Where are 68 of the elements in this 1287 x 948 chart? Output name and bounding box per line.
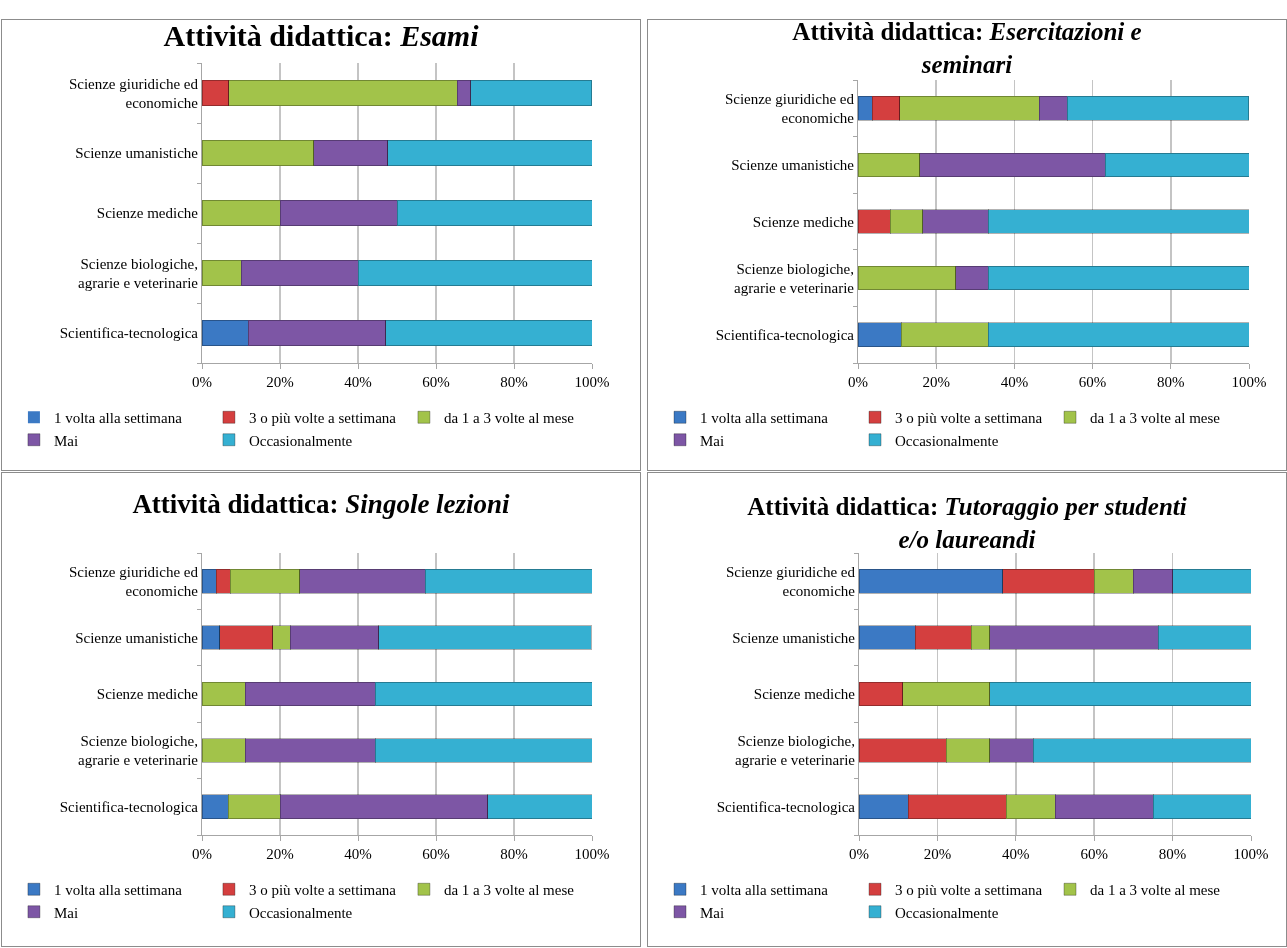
y-tick-label: Scienze biologiche, agrarie e veterinarie (735, 732, 856, 769)
x-tick-label: 0% (192, 374, 212, 390)
legend-label: 1 volta alla settimana (53, 410, 183, 427)
x-tick-label: 40% (1002, 846, 1030, 862)
legend-label: 3 o più volte a settimana (248, 882, 397, 899)
legend-label: Mai (700, 432, 725, 449)
y-tick-label: Scienze giuridiche ed economiche (68, 75, 199, 111)
legend-label: Mai (53, 904, 79, 921)
x-tick-label: 80% (500, 374, 528, 390)
legend-label: 3 o più volte a settimana (895, 882, 1043, 899)
x-tick-label: 40% (1000, 374, 1029, 390)
x-tick-label: 80% (1157, 374, 1185, 390)
y-tick-label: Scienze mediche (96, 686, 199, 703)
legend-label: Occasionalmente (895, 904, 999, 921)
y-tick-label: Scientifica-tecnologica (59, 325, 199, 342)
legend-label: 3 o più volte a settimana (895, 410, 1043, 427)
x-tick-label: 100% (1233, 846, 1269, 862)
x-tick-label: 100% (1231, 374, 1267, 390)
y-tick-label: Scienze mediche (752, 213, 855, 230)
x-tick-label: 80% (500, 846, 528, 862)
y-tick-label: Scientifica-tecnologica (59, 799, 199, 816)
legend-label: 1 volta alla settimana (700, 882, 829, 899)
y-tick-label: Scienze mediche (753, 686, 856, 703)
y-tick-label: Scienze giuridiche ed economiche (724, 90, 855, 127)
x-tick-label: 20% (923, 846, 952, 862)
x-tick-label: 60% (1080, 846, 1108, 862)
y-tick-label: Scientifica-tecnologica (716, 799, 856, 816)
legend-label: da 1 a 3 volte al mese (443, 410, 575, 427)
x-tick-label: 0% (848, 374, 868, 390)
y-tick-label: Scientifica-tecnologica (715, 326, 855, 343)
x-tick-label: 60% (1078, 374, 1107, 390)
y-tick-label: Scienze umanistiche (75, 629, 199, 646)
y-tick-label: Scienze umanistiche (731, 157, 855, 174)
legend-label: Occasionalmente (248, 432, 353, 449)
x-tick-label: 40% (344, 846, 372, 862)
y-tick-label: Scienze biologiche, agrarie e veterinarie (734, 260, 855, 297)
y-tick-label: Scienze mediche (96, 205, 199, 222)
chart-title: Attività didattica: Tutoraggio per studenti e/o laureandi (747, 493, 1187, 553)
y-tick-label: Scienze biologiche, agrarie e veterinarie (78, 732, 199, 769)
legend-label: Occasionalmente (895, 432, 999, 449)
y-tick-label: Scienze giuridiche ed economiche (68, 563, 199, 600)
y-tick-label: Scienze giuridiche ed economiche (725, 563, 856, 600)
y-tick-label: Scienze umanistiche (75, 145, 199, 162)
legend-label: da 1 a 3 volte al mese (443, 882, 575, 899)
x-tick-label: 80% (1158, 846, 1187, 862)
x-tick-label: 100% (574, 846, 610, 862)
x-tick-label: 20% (922, 374, 950, 390)
legend-label: 1 volta alla settimana (700, 410, 829, 427)
legend-label: Mai (700, 904, 725, 921)
legend-label: 1 volta alla settimana (53, 882, 183, 899)
x-tick-label: 20% (266, 374, 294, 390)
legend-label: da 1 a 3 volte al mese (1090, 410, 1221, 427)
y-tick-label: Scienze umanistiche (732, 629, 856, 646)
x-tick-label: 0% (192, 846, 212, 862)
x-tick-label: 60% (422, 846, 450, 862)
x-tick-label: 0% (849, 846, 869, 862)
x-tick-label: 20% (266, 846, 294, 862)
x-tick-label: 60% (422, 374, 450, 390)
chart-title: Attività didattica: Esercitazioni e seminari (792, 18, 1142, 78)
legend-label: Mai (53, 432, 79, 449)
x-tick-label: 100% (574, 374, 610, 390)
legend-label: da 1 a 3 volte al mese (1090, 882, 1221, 899)
chart-title: Attività didattica: Esami (163, 18, 480, 52)
y-tick-label: Scienze biologiche, agrarie e veterinarie (78, 255, 199, 291)
legend-label: Occasionalmente (248, 904, 353, 921)
x-tick-label: 40% (344, 374, 372, 390)
legend-label: 3 o più volte a settimana (248, 410, 397, 427)
chart-title: Attività didattica: Singole lezioni (132, 489, 511, 520)
